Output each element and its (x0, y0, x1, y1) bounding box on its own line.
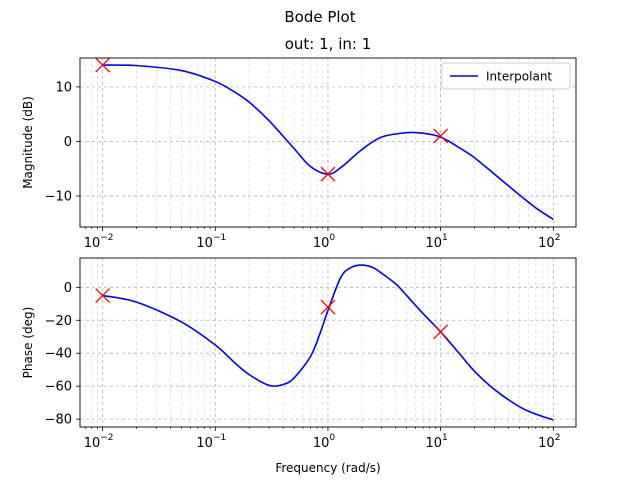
y-tick-label: −80 (45, 413, 72, 428)
figure-suptitle: Bode Plot (284, 8, 355, 26)
sample-marker (433, 324, 449, 340)
y-axis-label: Magnitude (dB) (21, 96, 35, 189)
x-tick-base: 10 (538, 236, 555, 251)
x-tick-label: 10−1 (196, 433, 226, 451)
x-tick-label: 102 (538, 233, 560, 251)
y-tick-label: −10 (45, 189, 72, 204)
x-tick-label: 10−2 (84, 233, 114, 251)
sample-marker-stroke (433, 128, 449, 144)
x-tick-label: 10−1 (196, 233, 226, 251)
x-tick-base: 10 (313, 236, 330, 251)
legend-box (441, 62, 571, 90)
x-tick-base: 10 (425, 436, 442, 451)
legend-label: Interpolant (486, 70, 552, 84)
x-tick-label: 10−2 (84, 433, 114, 451)
axes-frame (79, 257, 577, 428)
x-tick-base: 10 (538, 436, 555, 451)
x-tick-exponent: −1 (213, 433, 226, 443)
x-tick-exponent: 2 (555, 433, 561, 443)
y-tick-label: −20 (45, 314, 72, 329)
x-tick-exponent: 2 (555, 233, 561, 243)
sample-marker-stroke (95, 288, 111, 304)
x-tick-base: 10 (425, 236, 442, 251)
sample-marker-stroke (433, 324, 449, 340)
x-tick-base: 10 (84, 236, 101, 251)
x-tick-exponent: 1 (442, 433, 448, 443)
sample-marker (320, 166, 336, 182)
sample-marker-stroke (320, 166, 336, 182)
x-tick-exponent: −1 (213, 233, 226, 243)
sample-marker (320, 299, 336, 315)
sample-marker (95, 57, 111, 73)
legend: Interpolant (441, 62, 571, 90)
interpolant-line (102, 64, 554, 221)
y-axis-label: Phase (deg) (21, 307, 35, 379)
y-tick-label: 0 (64, 135, 72, 150)
x-tick-label: 100 (313, 433, 336, 451)
axes-title: out: 1, in: 1 (285, 35, 372, 53)
x-tick-exponent: 1 (442, 233, 448, 243)
x-tick-label: 101 (425, 233, 447, 251)
sample-marker (95, 288, 111, 304)
x-tick-base: 10 (196, 436, 213, 451)
y-tick-label: 10 (55, 80, 72, 95)
y-tick-label: −40 (45, 347, 72, 362)
x-tick-exponent: 0 (329, 433, 335, 443)
x-tick-label: 102 (538, 433, 560, 451)
sample-marker-stroke (320, 299, 336, 315)
x-axis-label: Frequency (rad/s) (275, 461, 380, 475)
y-tick-label: −60 (45, 380, 72, 395)
x-tick-base: 10 (196, 236, 213, 251)
interpolant-line (102, 264, 554, 421)
x-tick-base: 10 (84, 436, 101, 451)
sample-marker-stroke (95, 57, 111, 73)
x-tick-label: 100 (313, 233, 336, 251)
x-tick-exponent: −2 (100, 233, 113, 243)
x-tick-exponent: 0 (329, 233, 335, 243)
sample-marker (433, 128, 449, 144)
axes-frame (79, 57, 577, 228)
x-tick-base: 10 (313, 436, 330, 451)
x-tick-label: 101 (425, 433, 447, 451)
x-tick-exponent: −2 (100, 433, 113, 443)
y-tick-label: 0 (64, 281, 72, 296)
